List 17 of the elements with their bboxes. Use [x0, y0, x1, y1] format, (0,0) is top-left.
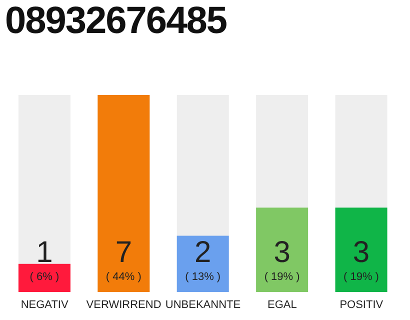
data-label: 1 — [36, 236, 53, 269]
x-tick-label: UNBEKANNTE — [165, 298, 241, 311]
x-tick-label: NEGATIV — [20, 298, 69, 311]
data-label: 2 — [194, 236, 212, 269]
data-label: 3 — [352, 236, 370, 269]
annotation: ( 19% ) — [344, 271, 379, 283]
x-tick-label: POSITIV — [340, 298, 384, 311]
annotation: ( 6% ) — [30, 271, 60, 283]
data-label: 3 — [274, 236, 290, 269]
x-tick-label: EGAL — [268, 298, 297, 311]
annotation: ( 44% ) — [106, 271, 142, 283]
annotation: ( 19% ) — [264, 271, 300, 283]
bar — [18, 264, 70, 292]
annotation: ( 13% ) — [185, 271, 221, 283]
x-tick-label: VERWIRREND — [86, 298, 162, 311]
data-label: 7 — [115, 236, 132, 269]
chart-title: 08932676485 — [5, 0, 226, 43]
